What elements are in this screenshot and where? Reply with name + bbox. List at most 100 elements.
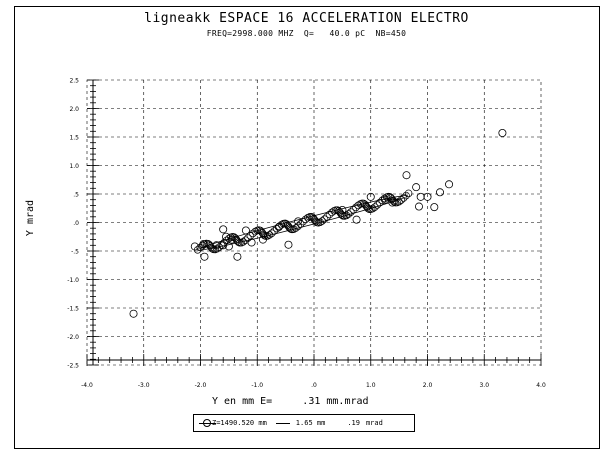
- legend-entry-size: 1.65 mm: [295, 419, 326, 427]
- particle-point: [366, 192, 375, 201]
- particle-point: [323, 213, 331, 221]
- x-tick-label: -4.0: [81, 382, 93, 389]
- particle-point: [227, 235, 236, 244]
- chart-frame: [14, 6, 600, 449]
- legend-entry-z: Z=1490.520 mm: [212, 419, 267, 427]
- particle-point: [258, 235, 267, 244]
- particle-point: [233, 252, 242, 261]
- y-tick-label: .5: [73, 192, 79, 199]
- y-tick-label: -2.5: [67, 363, 79, 370]
- y-tick-label: 1.0: [69, 163, 79, 170]
- legend-entry-unit: mrad: [365, 419, 383, 427]
- x-tick-label: .0: [311, 382, 317, 389]
- particle-point: [234, 238, 243, 246]
- y-tick-label: -1.5: [67, 306, 79, 313]
- particle-point: [363, 203, 371, 211]
- chart-title: ligneakk ESPACE 16 ACCELERATION ELECTRO: [144, 11, 469, 26]
- particle-point: [412, 183, 421, 192]
- particle-point: [423, 192, 432, 201]
- particle-point: [219, 225, 228, 234]
- particle-point: [294, 217, 303, 226]
- x-tick-label: 4.0: [536, 382, 546, 389]
- particle-point: [265, 231, 274, 239]
- particle-point: [320, 215, 329, 223]
- particle-point: [318, 217, 326, 225]
- particle-point: [352, 215, 361, 224]
- circle-marker-icon: [199, 419, 216, 427]
- particle-point: [129, 309, 138, 318]
- particle-point: [296, 220, 305, 228]
- particle-point: [299, 217, 307, 226]
- particle-point: [290, 225, 298, 233]
- particle-point: [260, 231, 269, 240]
- y-tick-label: .0: [73, 220, 79, 227]
- y-tick-label: -2.0: [67, 334, 79, 341]
- particle-point: [371, 203, 379, 211]
- particle-point: [414, 202, 423, 211]
- x-tick-label: 1.0: [366, 382, 376, 389]
- particle-point: [416, 192, 425, 201]
- particle-point: [215, 243, 223, 251]
- particle-point: [237, 238, 246, 247]
- particle-point: [402, 171, 411, 180]
- particle-point: [347, 208, 355, 216]
- particle-point: [239, 238, 248, 246]
- y-tick-label: 2.5: [69, 78, 79, 85]
- particle-point: [393, 198, 401, 207]
- particle-point: [399, 194, 408, 202]
- particle-point: [498, 129, 507, 138]
- particle-point: [389, 196, 397, 205]
- particle-point: [274, 223, 283, 232]
- particle-point: [251, 227, 259, 236]
- particle-point: [404, 189, 413, 198]
- particle-point: [390, 198, 398, 206]
- particle-point: [270, 227, 279, 235]
- x-tick-label: 2.0: [423, 382, 433, 389]
- particle-point: [380, 195, 389, 204]
- particle-point: [259, 230, 268, 239]
- particle-point: [294, 222, 302, 230]
- y-tick-label: -.5: [71, 249, 79, 256]
- particle-point: [328, 208, 336, 217]
- line-icon: [275, 422, 290, 424]
- y-tick-label: -1.0: [67, 277, 79, 284]
- particle-point: [337, 209, 345, 218]
- particle-point: [233, 237, 242, 245]
- particle-point: [207, 243, 215, 252]
- y-tick-label: 1.5: [69, 135, 79, 142]
- particle-point: [284, 240, 293, 249]
- particle-point: [304, 214, 312, 222]
- x-axis-label: Y en mm E= .31 mm.mrad: [212, 396, 369, 407]
- legend-entry-angle: .19: [347, 419, 360, 427]
- particle-point: [430, 203, 439, 212]
- particle-point: [224, 242, 233, 251]
- particle-point: [268, 229, 276, 237]
- particle-point: [273, 224, 281, 233]
- particle-point: [285, 224, 294, 232]
- particle-point: [344, 210, 353, 218]
- particle-point: [325, 210, 334, 219]
- x-tick-label: 3.0: [479, 382, 489, 389]
- particle-point: [199, 240, 208, 249]
- particle-point: [349, 206, 358, 214]
- particle-point: [445, 180, 454, 189]
- particle-point: [190, 242, 199, 251]
- x-tick-label: -3.0: [138, 382, 150, 389]
- particle-point: [247, 238, 256, 247]
- chart-subtitle: FREQ=2998.000 MHZ Q= 40.0 pC NB=450: [206, 29, 407, 38]
- particle-point: [435, 188, 444, 197]
- legend: Z=1490.520 mm 1.65 mm .19 mrad: [193, 414, 415, 432]
- particle-point: [200, 252, 209, 261]
- particle-point: [373, 201, 381, 209]
- particle-point: [338, 205, 347, 214]
- particle-point: [402, 191, 410, 200]
- particle-point: [241, 226, 250, 235]
- y-tick-label: 2.0: [69, 106, 79, 113]
- x-tick-label: -2.0: [195, 382, 207, 389]
- particle-point: [277, 220, 286, 229]
- particle-point: [219, 241, 228, 250]
- particle-point: [397, 196, 405, 204]
- particle-point: [213, 244, 221, 253]
- x-tick-label: -1.0: [251, 382, 263, 389]
